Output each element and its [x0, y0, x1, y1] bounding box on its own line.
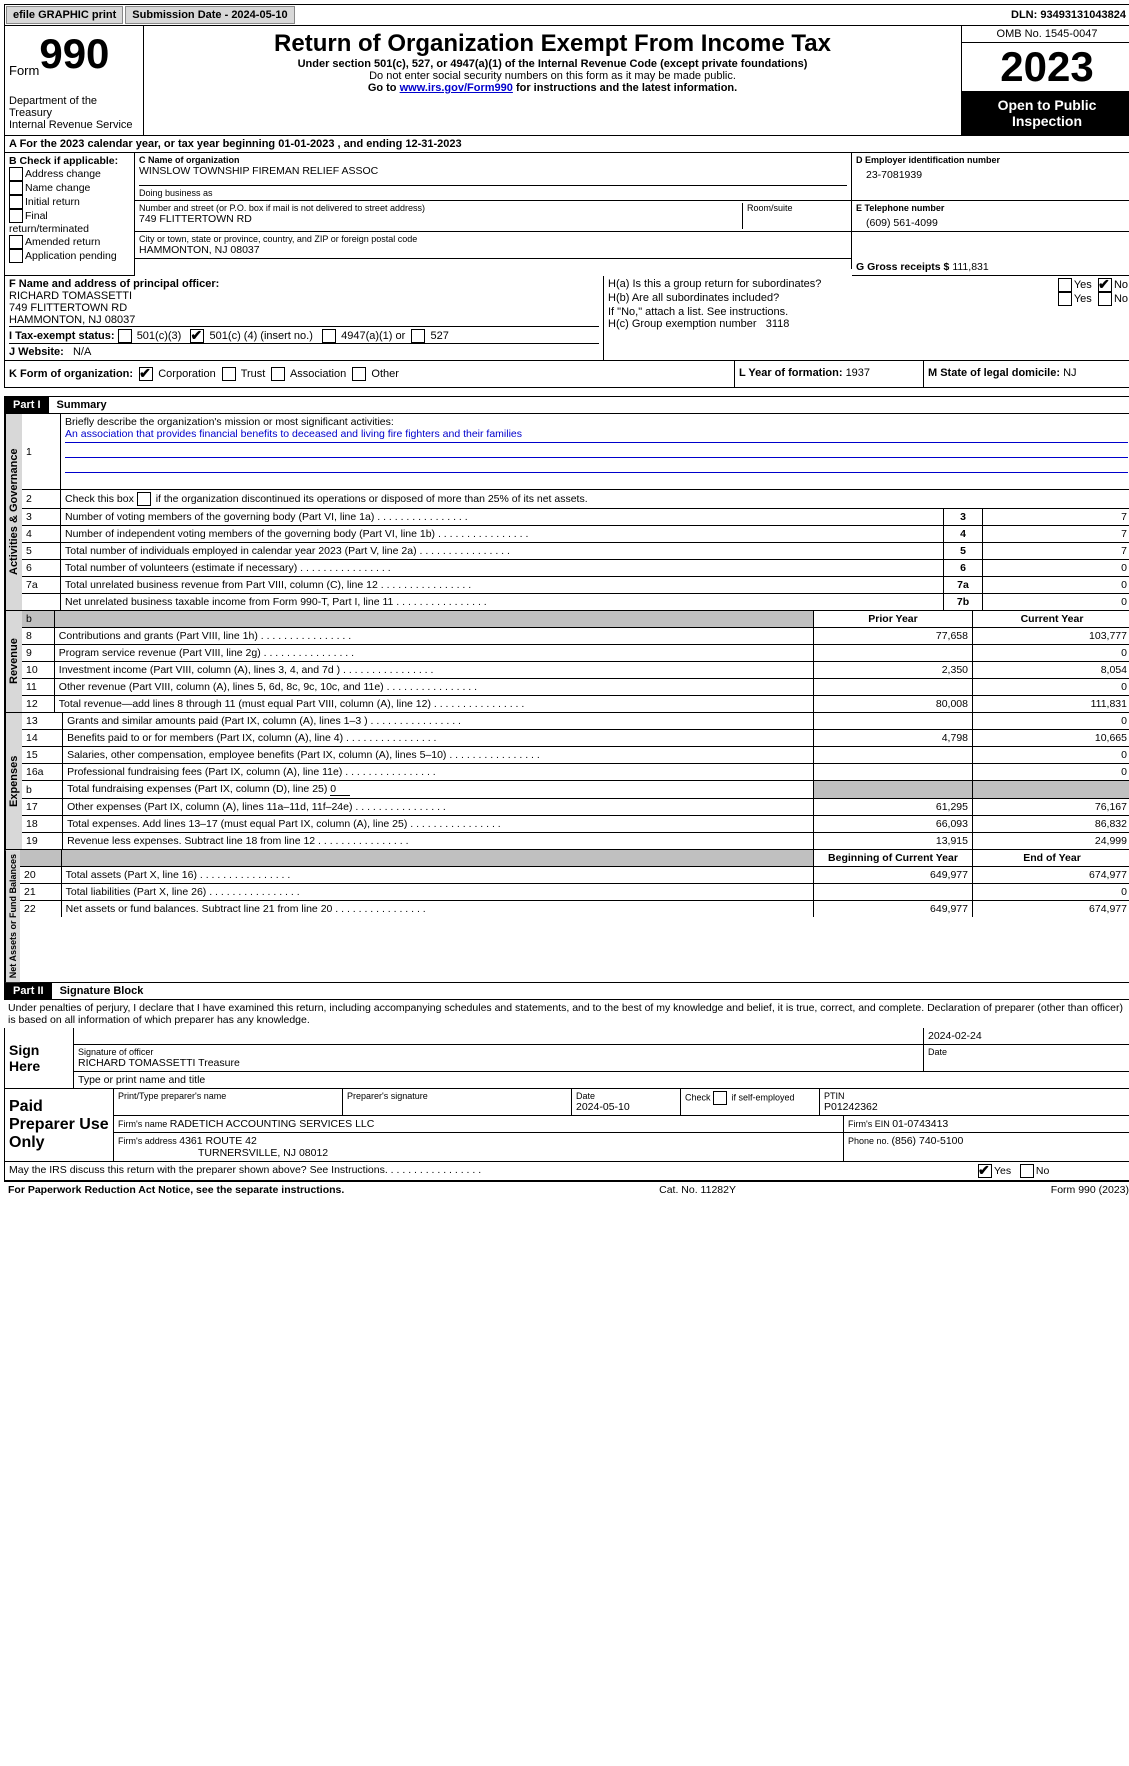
klm-row: K Form of organization: Corporation Trus… [4, 361, 1129, 388]
box-h: H(a) Is this a group return for subordin… [604, 276, 1129, 360]
declaration: Under penalties of perjury, I declare th… [4, 1000, 1129, 1028]
chk-527[interactable] [411, 329, 425, 343]
top-bar: efile GRAPHIC print Submission Date - 20… [4, 4, 1129, 26]
signature-block: Sign Here 2024-02-24 Signature of office… [4, 1028, 1129, 1181]
page-footer: For Paperwork Reduction Act Notice, see … [4, 1181, 1129, 1198]
part2-header: Part IISignature Block [4, 983, 1129, 1000]
chk-trust[interactable] [222, 367, 236, 381]
chk-corp[interactable] [139, 367, 153, 381]
form-number: Form990 [9, 30, 139, 78]
chk-501c[interactable] [190, 329, 204, 343]
chk-501c3[interactable] [118, 329, 132, 343]
chk-other[interactable] [352, 367, 366, 381]
dln-label: DLN: 93493131043824 [1005, 7, 1129, 23]
chk-amended[interactable] [9, 235, 23, 249]
spacer [135, 259, 852, 269]
box-g-spacer [852, 232, 1129, 259]
box-c-street: Number and street (or P.O. box if mail i… [135, 201, 852, 232]
chk-pending[interactable] [9, 249, 23, 263]
dept-label: Department of the Treasury [9, 95, 139, 119]
netassets-block: Net Assets or Fund Balances Beginning of… [4, 850, 1129, 983]
box-c-city: City or town, state or province, country… [135, 232, 852, 259]
irs-label: Internal Revenue Service [9, 119, 139, 131]
irs-link[interactable]: www.irs.gov/Form990 [400, 82, 513, 94]
tab-governance: Activities & Governance [5, 414, 22, 610]
form-header: Form990 Department of the Treasury Inter… [4, 26, 1129, 136]
part1-header: Part ISummary [4, 396, 1129, 414]
box-d: D Employer identification number 23-7081… [852, 153, 1129, 201]
info-grid: B Check if applicable: Address change Na… [4, 153, 1129, 276]
box-m: M State of legal domicile: NJ [924, 361, 1129, 387]
inspection-label: Open to Public Inspection [962, 91, 1129, 135]
box-c-name: C Name of organization WINSLOW TOWNSHIP … [135, 153, 852, 201]
box-f-i-j: F Name and address of principal officer:… [5, 276, 604, 360]
chk-assoc[interactable] [271, 367, 285, 381]
tab-revenue: Revenue [5, 611, 22, 712]
box-g: G Gross receipts $ 111,831 [852, 259, 1129, 276]
tab-expenses: Expenses [5, 713, 22, 849]
efile-button[interactable]: efile GRAPHIC print [6, 6, 123, 24]
chk-address[interactable] [9, 167, 23, 181]
box-b: B Check if applicable: Address change Na… [5, 153, 135, 276]
revenue-block: Revenue b Prior Year Current Year 8Contr… [4, 611, 1129, 713]
tax-year: 2023 [962, 43, 1129, 91]
discuss-question: May the IRS discuss this return with the… [5, 1162, 974, 1180]
chk-final[interactable] [9, 209, 23, 223]
chk-discontinued[interactable] [137, 492, 151, 506]
chk-ha-no[interactable] [1098, 278, 1112, 292]
chk-ha-yes[interactable] [1058, 278, 1072, 292]
form-subtitle: Under section 501(c), 527, or 4947(a)(1)… [148, 58, 957, 70]
omb-label: OMB No. 1545-0047 [962, 26, 1129, 43]
submission-date-button[interactable]: Submission Date - 2024-05-10 [125, 6, 294, 24]
fh-block: F Name and address of principal officer:… [4, 276, 1129, 361]
sign-here-label: Sign Here [5, 1028, 74, 1088]
form-note1: Do not enter social security numbers on … [148, 70, 957, 82]
chk-discuss-no[interactable] [1020, 1164, 1034, 1178]
section-a: A For the 2023 calendar year, or tax yea… [4, 136, 1129, 153]
chk-4947[interactable] [322, 329, 336, 343]
chk-selfemp[interactable] [713, 1091, 727, 1105]
paid-preparer-label: Paid Preparer Use Only [5, 1089, 114, 1161]
chk-discuss-yes[interactable] [978, 1164, 992, 1178]
form-title: Return of Organization Exempt From Incom… [148, 30, 957, 58]
box-k: K Form of organization: Corporation Trus… [5, 361, 735, 387]
box-e: E Telephone number (609) 561-4099 [852, 201, 1129, 232]
chk-hb-yes[interactable] [1058, 292, 1072, 306]
chk-initial[interactable] [9, 195, 23, 209]
chk-name[interactable] [9, 181, 23, 195]
form-note2: Go to www.irs.gov/Form990 for instructio… [148, 82, 957, 94]
expenses-block: Expenses 13Grants and similar amounts pa… [4, 713, 1129, 850]
chk-hb-no[interactable] [1098, 292, 1112, 306]
box-l: L Year of formation: 1937 [735, 361, 924, 387]
tab-netassets: Net Assets or Fund Balances [5, 850, 20, 982]
governance-block: Activities & Governance 1 Briefly descri… [4, 414, 1129, 611]
